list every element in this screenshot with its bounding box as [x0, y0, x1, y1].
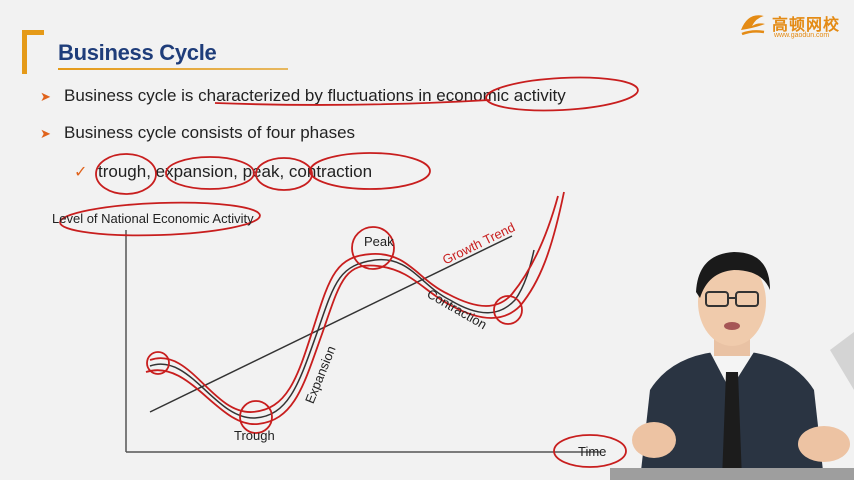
circle-trough — [95, 153, 157, 195]
checkmark-icon: ✓ — [74, 164, 88, 181]
underline-characterized — [214, 99, 491, 106]
logo-url: www.gaodun.com — [774, 32, 830, 39]
brand-logo: 高顿网校 www.gaodun.com — [738, 6, 850, 42]
circle-trough-point — [239, 400, 273, 434]
circle-peak-point — [351, 226, 395, 270]
trough-label: Trough — [234, 428, 275, 443]
cycle-curve — [149, 249, 535, 419]
circle-contraction — [309, 152, 431, 190]
circle-level-label — [59, 201, 261, 237]
y-axis-label: Level of National Economic Activity — [52, 211, 254, 226]
circle-expansion — [165, 156, 255, 190]
logo-text: 高顿网校 — [772, 17, 841, 34]
bullet-2: ➤ Business cycle consists of four phases — [40, 123, 355, 143]
annotations — [59, 76, 639, 468]
presenter-video — [610, 252, 854, 480]
title-bracket — [22, 30, 44, 74]
circle-contraction-end — [493, 295, 523, 325]
growth-trend-line — [149, 235, 513, 413]
logo-mark-icon — [741, 15, 765, 36]
x-axis-label: Time — [578, 444, 607, 459]
circle-peak — [255, 157, 313, 191]
slide-title: Business Cycle — [58, 40, 217, 65]
circle-start — [146, 351, 170, 375]
title-underline — [58, 68, 288, 70]
circle-time — [553, 434, 627, 468]
peak-label: Peak — [364, 234, 394, 249]
arrow-bullet-icon: ➤ — [40, 126, 51, 141]
bullet-2-text: Business cycle consists of four phases — [64, 123, 356, 142]
bullet-1-text: Business cycle is characterized by fluct… — [64, 86, 566, 105]
trace-curve-1 — [145, 191, 565, 425]
trace-curve-2 — [149, 195, 559, 413]
circle-economic-activity — [485, 76, 639, 112]
arrow-bullet-icon: ➤ — [40, 89, 51, 104]
bullet-1: ➤ Business cycle is characterized by fluc… — [40, 86, 566, 106]
